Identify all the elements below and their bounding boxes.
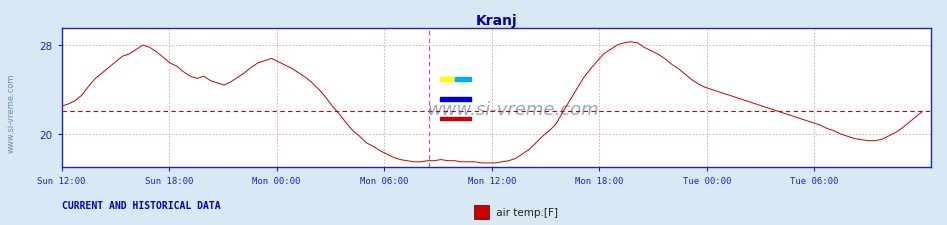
Text: www.si-vreme.com: www.si-vreme.com <box>428 101 599 119</box>
Bar <box>439 77 456 82</box>
Text: www.si-vreme.com: www.si-vreme.com <box>7 73 16 152</box>
Bar <box>439 97 471 101</box>
Title: Kranj: Kranj <box>475 14 517 28</box>
Text: CURRENT AND HISTORICAL DATA: CURRENT AND HISTORICAL DATA <box>62 200 221 210</box>
Bar <box>439 118 471 121</box>
Bar <box>456 77 471 82</box>
Text: air temp.[F]: air temp.[F] <box>493 207 559 217</box>
